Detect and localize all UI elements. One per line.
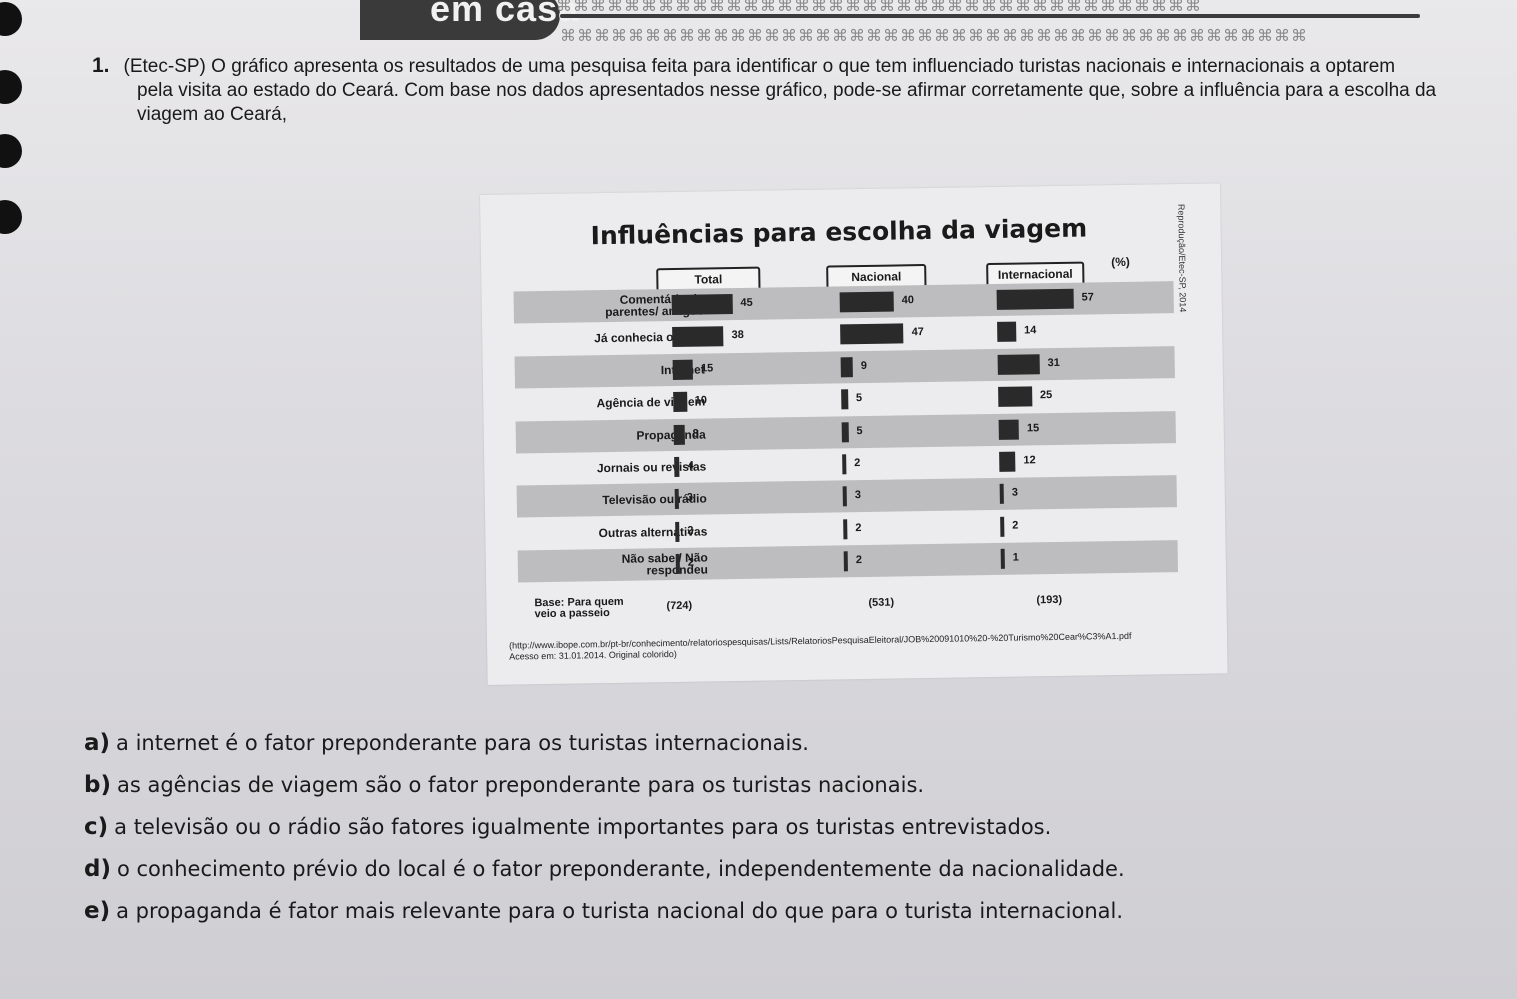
data-label: 25 — [1039, 389, 1053, 402]
base-value-2: (193) — [1036, 593, 1063, 607]
data-label: 3 — [686, 492, 694, 505]
binder-hole — [0, 2, 22, 36]
option-letter: c) — [84, 814, 109, 840]
data-label: 38 — [731, 329, 744, 342]
data-label: 4 — [687, 459, 694, 472]
bar-2-3 — [998, 386, 1033, 408]
data-label: 15 — [700, 362, 714, 375]
data-label: 45 — [740, 296, 753, 309]
data-label: 3 — [1011, 486, 1019, 500]
data-label: 2 — [687, 524, 694, 537]
bar-1-4 — [841, 421, 849, 442]
binder-hole — [0, 134, 22, 168]
question-number: 1. — [92, 54, 110, 77]
data-label: 10 — [694, 394, 708, 407]
data-label: 2 — [854, 457, 861, 470]
option-e[interactable]: e) a propaganda é fator mais relevante pa… — [84, 890, 1125, 932]
data-label: 12 — [1023, 454, 1036, 467]
bar-0-8 — [675, 554, 680, 575]
data-label: 57 — [1081, 291, 1094, 304]
bar-1-3 — [841, 389, 849, 410]
bar-1-2 — [840, 356, 854, 378]
category-label: Agência de viagem — [596, 394, 706, 411]
option-text: as agências de viagem são o fator prepon… — [116, 773, 925, 797]
page-header: em casa ⌘⌘⌘⌘⌘⌘⌘⌘⌘⌘⌘⌘⌘⌘⌘⌘⌘⌘⌘⌘⌘⌘⌘⌘⌘⌘⌘⌘⌘⌘⌘⌘… — [0, 0, 1517, 48]
bar-0-2 — [672, 359, 694, 380]
option-d[interactable]: d) o conhecimento prévio do local é o fat… — [84, 848, 1125, 890]
header-pill — [360, 0, 560, 40]
bar-1-6 — [842, 486, 847, 507]
data-label: 2 — [855, 554, 863, 567]
bar-0-3 — [673, 391, 687, 413]
data-label: 2 — [855, 521, 862, 534]
data-label: 2 — [687, 556, 695, 569]
bar-1-1 — [840, 323, 904, 345]
option-c[interactable]: c) a televisão ou o rádio são fatores igu… — [84, 806, 1125, 848]
data-label: 3 — [854, 489, 862, 502]
option-text: o conhecimento prévio do local é o fator… — [116, 857, 1125, 881]
bar-0-0 — [671, 294, 733, 316]
bar-2-7 — [1000, 516, 1005, 537]
bar-chart: Influências para escolha da viagem (%) R… — [480, 183, 1228, 685]
bar-0-1 — [672, 326, 724, 348]
decorative-pattern: ⌘⌘⌘⌘⌘⌘⌘⌘⌘⌘⌘⌘⌘⌘⌘⌘⌘⌘⌘⌘⌘⌘⌘⌘⌘⌘⌘⌘⌘⌘⌘⌘⌘⌘⌘⌘⌘⌘⌘⌘… — [560, 26, 1308, 45]
data-label: 14 — [1023, 324, 1037, 337]
bar-1-8 — [843, 551, 848, 572]
question-line-3: viagem ao Ceará, — [137, 104, 287, 125]
option-letter: e) — [84, 898, 111, 924]
base-label: Base: Para quem veio a passeio — [534, 595, 624, 621]
bar-2-4 — [998, 419, 1020, 440]
data-label: 1 — [1012, 551, 1019, 564]
bar-2-6 — [999, 484, 1004, 505]
option-text: a televisão ou o rádio são fatores igual… — [114, 815, 1052, 839]
bar-2-1 — [997, 321, 1017, 343]
bar-1-0 — [839, 291, 894, 313]
bar-2-0 — [996, 288, 1074, 310]
bar-2-5 — [999, 451, 1016, 472]
option-b[interactable]: b) as agências de viagem são o fator prep… — [84, 764, 1125, 806]
header-title: em casa — [430, 0, 580, 29]
bar-2-2 — [997, 354, 1040, 375]
data-label: 47 — [911, 326, 924, 339]
bar-1-7 — [843, 519, 848, 540]
category-label: Não sabe / Não respondeu — [621, 550, 708, 578]
bar-1-5 — [842, 454, 847, 475]
data-label: 5 — [855, 392, 863, 405]
unit-label: (%) — [1111, 254, 1130, 270]
answer-options: a) a internet é o fator preponderante par… — [84, 722, 1125, 932]
bar-0-4 — [673, 424, 685, 445]
option-text: a propaganda é fator mais relevante para… — [116, 899, 1124, 923]
data-label: 8 — [692, 427, 699, 440]
decorative-pattern: ⌘⌘⌘⌘⌘⌘⌘⌘⌘⌘⌘⌘⌘⌘⌘⌘⌘⌘⌘⌘⌘⌘⌘⌘⌘⌘⌘⌘⌘⌘⌘⌘⌘⌘⌘⌘⌘⌘ — [556, 0, 1202, 15]
bar-0-7 — [675, 521, 680, 542]
option-a[interactable]: a) a internet é o fator preponderante par… — [84, 722, 1125, 764]
binder-hole — [0, 200, 22, 234]
option-letter: a) — [84, 730, 111, 756]
chart-source: (http://www.ibope.com.br/pt-br/conhecime… — [509, 631, 1132, 663]
binder-hole — [0, 70, 22, 104]
header-divider — [560, 14, 1420, 18]
data-label: 2 — [1012, 519, 1019, 532]
data-label: 9 — [860, 359, 868, 372]
chart-title: Influências para escolha da viagem — [590, 213, 1088, 251]
question-line-1: (Etec-SP) O gráfico apresenta os resulta… — [123, 56, 1396, 77]
bar-0-5 — [674, 456, 680, 477]
option-letter: d) — [84, 856, 111, 882]
option-text: a internet é o fator preponderante para … — [116, 731, 809, 755]
base-value-0: (724) — [666, 599, 693, 613]
base-value-1: (531) — [868, 596, 895, 609]
data-label: 40 — [901, 294, 915, 307]
bar-2-8 — [1000, 548, 1005, 570]
question-line-2: pela visita ao estado do Ceará. Com base… — [137, 80, 1437, 101]
data-label: 31 — [1047, 356, 1060, 369]
bar-0-6 — [674, 489, 680, 510]
option-letter: b) — [84, 772, 111, 798]
data-label: 15 — [1026, 421, 1040, 435]
question-statement: 1. (Etec-SP) O gráfico apresenta os resul… — [92, 54, 1472, 127]
reproduction-credit: Reprodução/Etec-SP, 2014 — [1176, 203, 1188, 313]
data-label: 5 — [856, 424, 863, 437]
